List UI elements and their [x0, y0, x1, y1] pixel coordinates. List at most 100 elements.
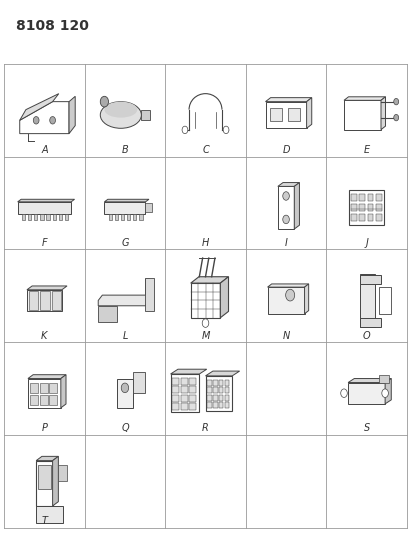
Bar — [225, 387, 229, 393]
Bar — [18, 202, 71, 214]
Bar — [109, 214, 112, 220]
Bar — [29, 292, 38, 310]
Bar — [59, 214, 62, 220]
Bar — [141, 110, 150, 120]
Bar — [27, 290, 62, 311]
Bar — [53, 214, 56, 220]
Circle shape — [394, 99, 399, 105]
Bar — [28, 378, 61, 408]
Bar — [213, 395, 218, 401]
Text: N: N — [282, 330, 290, 341]
Bar — [172, 395, 180, 402]
Text: L: L — [122, 330, 128, 341]
Polygon shape — [27, 286, 67, 290]
Polygon shape — [104, 199, 149, 202]
Bar — [379, 287, 391, 314]
Text: M: M — [201, 330, 210, 341]
Bar — [36, 461, 53, 506]
Polygon shape — [191, 277, 229, 283]
Bar — [49, 395, 57, 405]
Bar — [189, 386, 196, 393]
Bar — [145, 278, 154, 311]
Polygon shape — [20, 94, 59, 120]
Bar — [207, 379, 212, 385]
Circle shape — [33, 117, 39, 124]
Text: C: C — [202, 145, 209, 155]
Bar — [39, 383, 48, 393]
Bar — [133, 214, 136, 220]
Bar — [49, 383, 57, 393]
Circle shape — [286, 289, 295, 301]
Bar — [172, 386, 180, 393]
Bar — [376, 194, 382, 200]
Bar — [207, 395, 212, 401]
Bar — [270, 108, 282, 122]
Polygon shape — [278, 182, 300, 187]
Polygon shape — [344, 97, 386, 100]
Bar — [367, 214, 374, 221]
Bar — [127, 214, 130, 220]
Bar — [359, 204, 365, 211]
Circle shape — [223, 126, 229, 134]
Polygon shape — [171, 369, 207, 374]
Text: G: G — [121, 238, 129, 248]
Bar — [213, 402, 218, 408]
Bar — [344, 100, 381, 130]
Bar — [189, 378, 196, 385]
Text: D: D — [282, 145, 290, 155]
Polygon shape — [381, 97, 386, 130]
Circle shape — [394, 115, 399, 121]
Text: P: P — [42, 423, 47, 433]
Bar — [360, 274, 375, 327]
Bar — [349, 190, 384, 225]
Bar — [219, 379, 224, 385]
Bar — [360, 275, 381, 285]
Bar — [181, 403, 188, 410]
Bar — [359, 194, 365, 200]
Bar — [28, 214, 31, 220]
Text: O: O — [363, 330, 370, 341]
Bar — [52, 292, 61, 310]
Text: Q: Q — [121, 423, 129, 433]
Polygon shape — [305, 284, 309, 314]
Bar — [379, 375, 389, 383]
Bar — [351, 194, 357, 200]
Bar — [225, 379, 229, 385]
Bar — [268, 287, 305, 314]
Bar — [288, 108, 300, 122]
Bar — [213, 387, 218, 393]
Polygon shape — [18, 199, 74, 202]
Text: 8108 120: 8108 120 — [16, 19, 89, 33]
Bar — [139, 214, 143, 220]
Text: A: A — [41, 145, 48, 155]
Bar — [219, 395, 224, 401]
Bar — [104, 202, 145, 214]
Text: I: I — [285, 238, 287, 248]
Bar — [219, 402, 224, 408]
Bar — [207, 402, 212, 408]
Bar — [181, 395, 188, 402]
Bar — [348, 383, 385, 404]
Bar — [360, 318, 381, 327]
Bar — [213, 379, 218, 385]
Bar — [98, 306, 117, 322]
Polygon shape — [61, 375, 66, 408]
Text: K: K — [41, 330, 48, 341]
Ellipse shape — [104, 102, 137, 118]
Bar — [225, 395, 229, 401]
Text: S: S — [363, 423, 370, 433]
Bar — [219, 387, 224, 393]
Polygon shape — [36, 456, 58, 461]
Ellipse shape — [100, 102, 141, 128]
Bar — [115, 214, 118, 220]
Polygon shape — [206, 371, 240, 376]
Text: B: B — [122, 145, 128, 155]
Bar — [189, 395, 196, 402]
Bar — [359, 214, 365, 221]
Bar — [34, 214, 37, 220]
Bar — [367, 194, 374, 200]
Text: J: J — [365, 238, 368, 248]
Circle shape — [121, 383, 129, 393]
Bar — [30, 383, 38, 393]
Bar — [191, 283, 220, 318]
